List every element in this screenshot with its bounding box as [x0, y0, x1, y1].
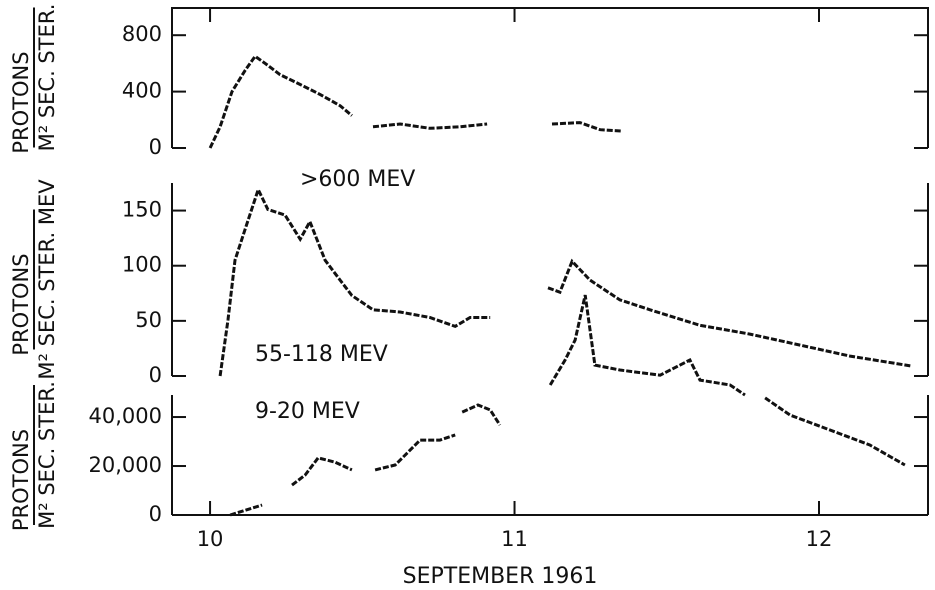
series-label: 55-118 MEV [255, 342, 388, 367]
y-label-numerator: PROTONS [9, 51, 33, 153]
x-tick-label: 12 [806, 527, 833, 551]
data-line [218, 185, 913, 377]
y-label-numerator: PROTONS [9, 429, 33, 531]
series-label: 9-20 MEV [255, 399, 360, 424]
x-tick-label: 10 [197, 527, 224, 551]
y-tick-label: 20,000 [89, 453, 162, 477]
y-label-denominator: M² SEC. STER. [35, 4, 59, 152]
y-tick-label: 400 [122, 79, 162, 103]
y-tick-label: 40,000 [89, 404, 162, 428]
y-tick-label: 800 [122, 22, 162, 46]
series-label: >600 MEV [300, 167, 415, 192]
y-tick-label: 0 [149, 502, 162, 526]
y-tick-label: 50 [135, 308, 162, 332]
y-tick-label: 150 [122, 198, 162, 222]
y-label-denominator: M² SEC. STER. [35, 381, 59, 529]
y-label-numerator: PROTONS [9, 253, 33, 355]
y-tick-label: 0 [149, 135, 162, 159]
data-line [229, 294, 906, 517]
y-tick-label: 0 [149, 363, 162, 387]
y-label-denominator: M² SEC. STER. MEV [35, 179, 59, 380]
x-axis-label: SEPTEMBER 1961 [403, 564, 598, 589]
x-tick-label: 11 [501, 527, 528, 551]
data-line [208, 54, 623, 149]
y-tick-label: 100 [122, 253, 162, 277]
